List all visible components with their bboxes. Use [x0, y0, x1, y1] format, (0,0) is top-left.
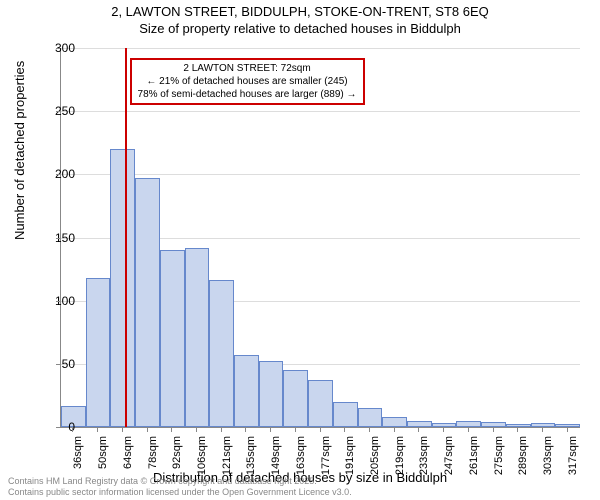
y-tick-label: 150 [45, 231, 75, 245]
x-tick-label: 205sqm [369, 436, 381, 476]
histogram-bar [333, 402, 358, 427]
x-tick-mark [369, 428, 370, 432]
x-tick-label: 121sqm [221, 436, 233, 476]
x-tick-mark [72, 428, 73, 432]
x-tick-mark [443, 428, 444, 432]
footer-attribution: Contains HM Land Registry data © Crown c… [8, 476, 352, 498]
histogram-bar [555, 424, 580, 427]
x-tick-label: 317sqm [567, 436, 579, 476]
x-tick-label: 219sqm [394, 436, 406, 476]
x-tick-label: 64sqm [122, 436, 134, 476]
x-tick-label: 177sqm [320, 436, 332, 476]
histogram-bar [308, 380, 333, 427]
annotation-line: 78% of semi-detached houses are larger (… [138, 88, 357, 101]
x-tick-label: 36sqm [72, 436, 84, 476]
x-tick-label: 247sqm [443, 436, 455, 476]
histogram-bar [481, 422, 506, 427]
x-tick-mark [147, 428, 148, 432]
x-tick-mark [418, 428, 419, 432]
x-tick-label: 191sqm [344, 436, 356, 476]
histogram-bar [283, 370, 308, 427]
x-tick-label: 50sqm [97, 436, 109, 476]
x-tick-mark [122, 428, 123, 432]
y-tick-label: 100 [45, 294, 75, 308]
y-tick-mark [56, 111, 60, 112]
title-block: 2, LAWTON STREET, BIDDULPH, STOKE-ON-TRE… [0, 4, 600, 38]
x-tick-mark [517, 428, 518, 432]
histogram-bar [259, 361, 284, 427]
footer-line-2: Contains public sector information licen… [8, 487, 352, 498]
plot-area [60, 48, 580, 428]
y-tick-label: 50 [45, 357, 75, 371]
x-tick-label: 163sqm [295, 436, 307, 476]
annotation-line: ← 21% of detached houses are smaller (24… [138, 75, 357, 88]
x-tick-label: 106sqm [196, 436, 208, 476]
title-line-2: Size of property relative to detached ho… [0, 21, 600, 38]
histogram-bar [506, 424, 531, 427]
x-tick-label: 78sqm [147, 436, 159, 476]
histogram-bar [531, 423, 556, 427]
y-tick-mark [56, 364, 60, 365]
x-tick-mark [171, 428, 172, 432]
x-tick-mark [468, 428, 469, 432]
y-tick-mark [56, 301, 60, 302]
x-tick-mark [320, 428, 321, 432]
y-tick-mark [56, 238, 60, 239]
gridline [61, 174, 580, 175]
histogram-bar [110, 149, 135, 427]
y-tick-mark [56, 427, 60, 428]
x-tick-mark [394, 428, 395, 432]
histogram-bar [185, 248, 210, 427]
y-tick-label: 300 [45, 41, 75, 55]
x-tick-label: 261sqm [468, 436, 480, 476]
title-line-1: 2, LAWTON STREET, BIDDULPH, STOKE-ON-TRE… [0, 4, 600, 21]
y-tick-label: 250 [45, 104, 75, 118]
reference-marker-line [125, 48, 127, 427]
x-tick-mark [493, 428, 494, 432]
histogram-bar [209, 280, 234, 427]
x-tick-mark [245, 428, 246, 432]
histogram-bar [160, 250, 185, 427]
x-tick-label: 275sqm [493, 436, 505, 476]
x-tick-mark [344, 428, 345, 432]
footer-line-1: Contains HM Land Registry data © Crown c… [8, 476, 352, 487]
y-axis-label: Number of detached properties [12, 61, 27, 240]
histogram-bar [432, 423, 457, 427]
gridline [61, 48, 580, 49]
x-tick-mark [270, 428, 271, 432]
y-tick-label: 200 [45, 167, 75, 181]
x-tick-mark [295, 428, 296, 432]
x-tick-label: 92sqm [171, 436, 183, 476]
histogram-bar [456, 421, 481, 427]
x-tick-label: 303sqm [542, 436, 554, 476]
histogram-bar [234, 355, 259, 427]
histogram-bar [358, 408, 383, 427]
annotation-box: 2 LAWTON STREET: 72sqm← 21% of detached … [130, 58, 365, 105]
x-tick-mark [567, 428, 568, 432]
x-tick-label: 135sqm [245, 436, 257, 476]
x-tick-label: 149sqm [270, 436, 282, 476]
x-tick-mark [542, 428, 543, 432]
x-tick-label: 289sqm [517, 436, 529, 476]
gridline [61, 111, 580, 112]
x-tick-mark [196, 428, 197, 432]
y-tick-mark [56, 174, 60, 175]
histogram-bar [407, 421, 432, 427]
x-tick-mark [221, 428, 222, 432]
histogram-bar [382, 417, 407, 427]
y-tick-mark [56, 48, 60, 49]
histogram-bar [86, 278, 111, 427]
annotation-line: 2 LAWTON STREET: 72sqm [138, 62, 357, 75]
x-tick-label: 233sqm [418, 436, 430, 476]
x-tick-mark [97, 428, 98, 432]
y-tick-label: 0 [45, 420, 75, 434]
histogram-bar [135, 178, 160, 427]
